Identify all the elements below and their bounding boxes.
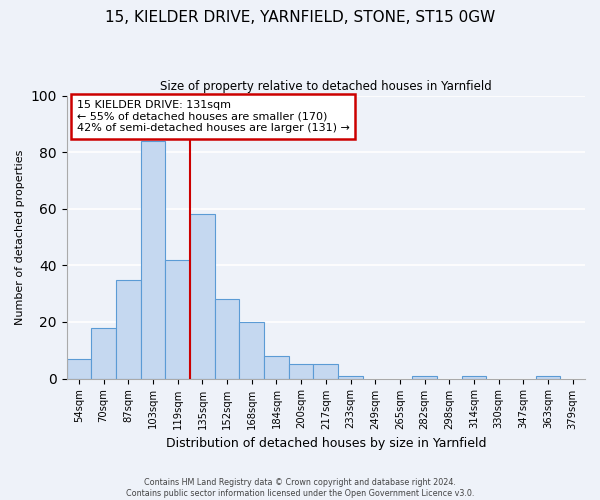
Y-axis label: Number of detached properties: Number of detached properties — [15, 150, 25, 325]
Text: 15, KIELDER DRIVE, YARNFIELD, STONE, ST15 0GW: 15, KIELDER DRIVE, YARNFIELD, STONE, ST1… — [105, 10, 495, 25]
Bar — [338, 376, 363, 378]
Bar — [289, 364, 313, 378]
Title: Size of property relative to detached houses in Yarnfield: Size of property relative to detached ho… — [160, 80, 492, 93]
Bar — [264, 356, 289, 378]
Bar — [461, 376, 486, 378]
Bar — [67, 359, 91, 378]
Bar — [536, 376, 560, 378]
Bar — [166, 260, 190, 378]
Bar — [412, 376, 437, 378]
Bar — [141, 141, 166, 378]
Bar — [91, 328, 116, 378]
Bar — [190, 214, 215, 378]
Text: 15 KIELDER DRIVE: 131sqm
← 55% of detached houses are smaller (170)
42% of semi-: 15 KIELDER DRIVE: 131sqm ← 55% of detach… — [77, 100, 350, 133]
X-axis label: Distribution of detached houses by size in Yarnfield: Distribution of detached houses by size … — [166, 437, 486, 450]
Bar — [313, 364, 338, 378]
Text: Contains HM Land Registry data © Crown copyright and database right 2024.
Contai: Contains HM Land Registry data © Crown c… — [126, 478, 474, 498]
Bar — [116, 280, 141, 378]
Bar — [239, 322, 264, 378]
Bar — [215, 300, 239, 378]
